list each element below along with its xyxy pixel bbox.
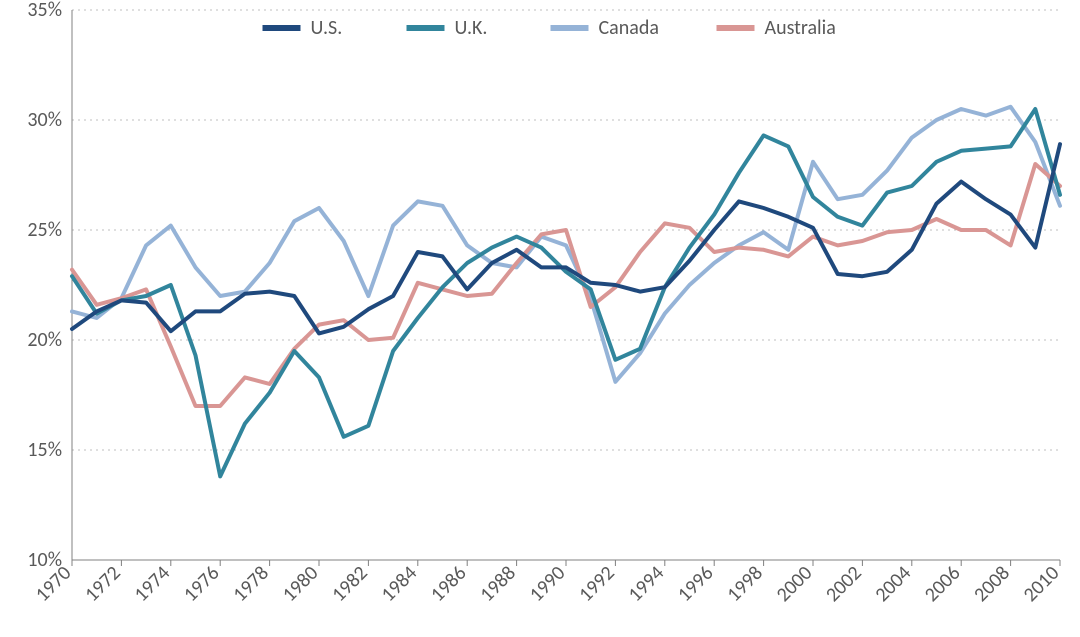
legend-swatch-uk	[407, 25, 445, 31]
legend-swatch-canada	[551, 25, 589, 31]
y-tick-label: 20%	[27, 328, 62, 352]
y-tick-label: 15%	[27, 438, 62, 462]
legend-swatch-us	[263, 25, 301, 31]
legend-label-uk: U.K.	[455, 16, 488, 40]
y-tick-label: 35%	[27, 0, 62, 22]
y-tick-label: 25%	[27, 218, 62, 242]
legend-swatch-australia	[717, 25, 755, 31]
y-tick-label: 30%	[27, 108, 62, 132]
legend-label-australia: Australia	[765, 16, 836, 40]
legend-label-canada: Canada	[599, 16, 659, 40]
line-chart: 10%15%20%25%30%35%1970197219741976197819…	[0, 0, 1080, 637]
chart-svg: 10%15%20%25%30%35%1970197219741976197819…	[0, 0, 1080, 637]
legend-label-us: U.S.	[311, 16, 343, 40]
